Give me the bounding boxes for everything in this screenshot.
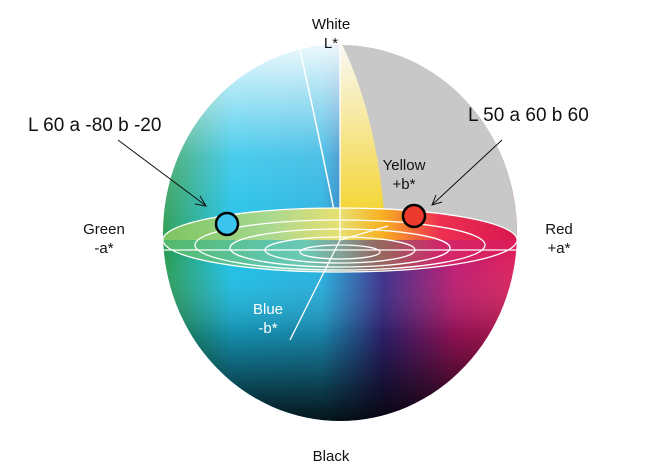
label-red: Red — [545, 221, 573, 238]
label-green: Green — [83, 221, 125, 238]
label-blue: Blue — [253, 301, 283, 318]
label-minus-a-axis: -a* — [94, 240, 113, 257]
arrowhead-right-icon — [431, 194, 443, 206]
label-plus-b-axis: +b* — [393, 176, 416, 193]
label-plus-a-axis: +a* — [548, 240, 571, 257]
arrow-line-right — [432, 139, 503, 205]
chroma-rings — [163, 45, 517, 341]
sphere-body — [163, 45, 517, 421]
yellow-slice — [340, 45, 386, 240]
annotation-left: L 60 a -80 b -20 — [28, 115, 161, 136]
annotation-right: L 50 a 60 b 60 — [468, 105, 589, 126]
label-yellow: Yellow — [383, 157, 426, 174]
marker-red-yellow-sample — [401, 203, 427, 229]
label-white: White — [312, 16, 350, 33]
arrow-line-left — [117, 139, 206, 206]
label-l-axis: L* — [324, 35, 338, 52]
label-minus-b-axis: -b* — [258, 320, 277, 337]
arrowhead-left-icon — [194, 195, 207, 207]
label-black: Black — [313, 448, 350, 465]
marker-green-blue-sample — [214, 211, 240, 237]
